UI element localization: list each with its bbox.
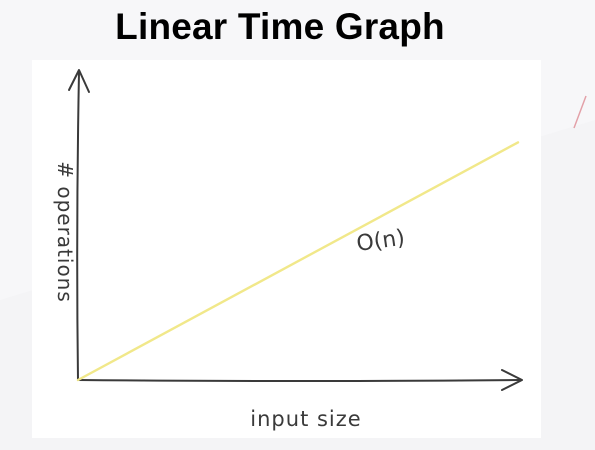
chart-series bbox=[76, 141, 520, 382]
chart-svg: input size # operations O(n) bbox=[53, 69, 523, 431]
annotation-label-0: O(n) bbox=[355, 226, 406, 257]
series-line-0 bbox=[76, 141, 520, 382]
chart-axes bbox=[68, 69, 523, 391]
x-axis-arrow bbox=[501, 369, 523, 391]
red-stroke-decoration bbox=[573, 95, 587, 129]
sketch-card: input size # operations O(n) bbox=[32, 60, 541, 438]
x-axis-label: input size bbox=[250, 407, 361, 431]
y-axis-line bbox=[76, 71, 80, 381]
y-axis-arrow bbox=[68, 69, 90, 93]
y-axis-label: # operations bbox=[53, 161, 77, 303]
slide-title: Linear Time Graph bbox=[115, 6, 445, 47]
x-axis-line bbox=[77, 379, 521, 382]
chart-labels: input size # operations O(n) bbox=[53, 161, 406, 431]
